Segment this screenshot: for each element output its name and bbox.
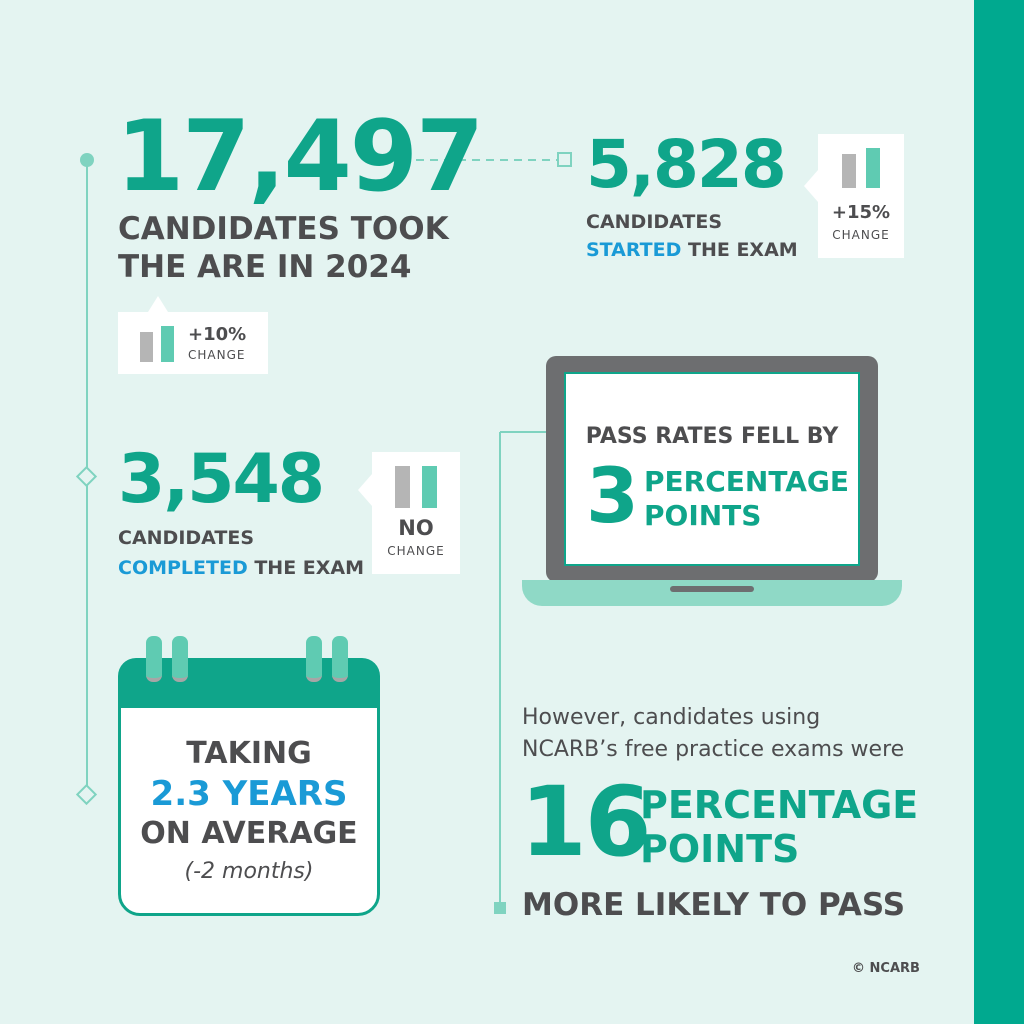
calendar-ring-icon [306, 636, 322, 682]
completed-change-label: CHANGE [387, 544, 445, 558]
copyright-text: © NCARB [852, 961, 920, 976]
calendar-ring-icon [146, 636, 162, 682]
completed-change-badge: NO CHANGE [372, 452, 460, 574]
started-candidates-number: 5,828 [586, 126, 787, 203]
bar-chart-icon [842, 148, 880, 188]
started-candidates-line2: STARTED THE EXAM [586, 239, 798, 262]
practice-text-line1: However, candidates using [522, 705, 821, 730]
practice-pp-line1: PERCENTAGE [640, 783, 919, 827]
calendar-icon: TAKING 2.3 YEARS ON AVERAGE (-2 months) [118, 658, 380, 916]
duration-line1: TAKING [186, 736, 312, 771]
completed-candidates-line2: COMPLETED THE EXAM [118, 557, 365, 580]
started-rest: THE EXAM [681, 239, 798, 261]
laptop-icon: PASS RATES FELL BY 3 PERCENTAGE POINTS [546, 356, 878, 582]
total-change-badge: +10% CHANGE [118, 312, 268, 374]
pass-rates-line1: PERCENTAGE [644, 465, 850, 498]
bar-chart-icon [395, 466, 437, 508]
duration-line3: ON AVERAGE [140, 816, 358, 851]
laptop-trackpad-notch [670, 586, 754, 592]
practice-text-line2: NCARB’s free practice exams were [522, 737, 905, 762]
connector-lines [75, 152, 818, 914]
duration-highlight: 2.3 YEARS [150, 774, 348, 814]
total-change-percent: +10% [188, 324, 247, 345]
total-change-label: CHANGE [188, 348, 246, 362]
completed-rest: THE EXAM [247, 557, 365, 579]
side-accent-bar [974, 0, 1024, 1024]
pass-rates-heading: PASS RATES FELL BY [585, 424, 839, 449]
started-candidates-line1: CANDIDATES [586, 211, 723, 233]
pass-rates-line2: POINTS [644, 499, 762, 532]
started-change-badge: +15% CHANGE [818, 134, 904, 258]
calendar-ring-icon [172, 636, 188, 682]
started-change-label: CHANGE [832, 228, 890, 242]
laptop-screen: PASS RATES FELL BY 3 PERCENTAGE POINTS [564, 372, 860, 566]
practice-number: 16 [520, 766, 652, 878]
started-change-percent: +15% [831, 202, 891, 223]
laptop-base [522, 580, 902, 606]
completed-highlight: COMPLETED [118, 557, 248, 579]
practice-footer: MORE LIKELY TO PASS [522, 887, 906, 923]
completed-candidates-line1: CANDIDATES [118, 527, 255, 549]
pass-rates-number: 3 [586, 451, 639, 540]
total-candidates-line2: THE ARE IN 2024 [118, 249, 412, 285]
bar-chart-icon [140, 326, 174, 362]
total-candidates-line1: CANDIDATES TOOK [118, 211, 449, 247]
started-highlight: STARTED [586, 239, 682, 261]
total-candidates-number: 17,497 [116, 100, 484, 214]
completed-change-value: NO [398, 516, 434, 540]
practice-pp-line2: POINTS [640, 827, 800, 871]
calendar-ring-icon [332, 636, 348, 682]
completed-candidates-number: 3,548 [118, 440, 325, 519]
duration-note: (-2 months) [184, 859, 314, 884]
